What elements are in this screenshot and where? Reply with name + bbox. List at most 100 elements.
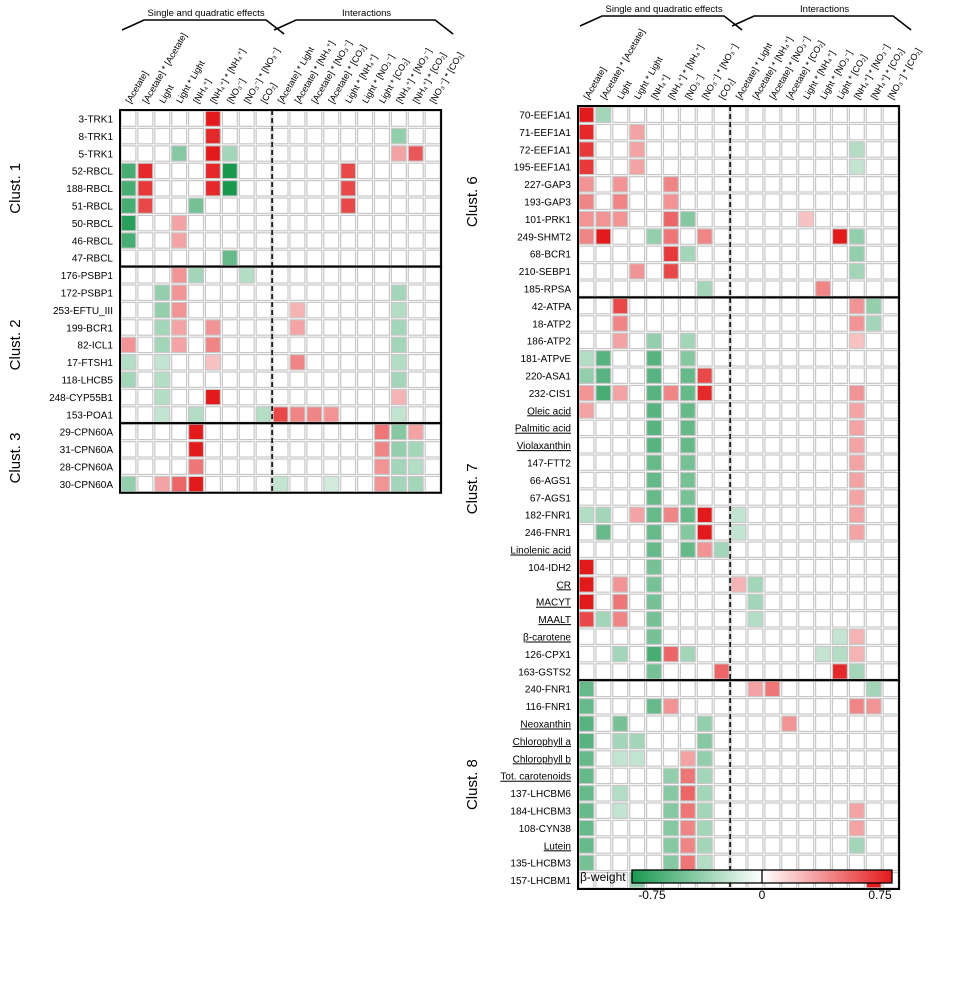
heatmap-cell — [629, 541, 646, 558]
heatmap-cell — [373, 423, 390, 441]
heatmap-cell — [306, 423, 323, 441]
heatmap-cell — [221, 475, 238, 493]
heatmap-cell — [679, 471, 696, 489]
heatmap-cell — [764, 576, 781, 593]
heatmap-cell — [730, 489, 747, 506]
heatmap-cell — [390, 441, 407, 458]
panel-1: Single and quadratic effects Interactions… — [7, 8, 465, 494]
heatmap-cell — [612, 471, 629, 489]
heatmap-cell — [612, 245, 629, 263]
heatmap-cell — [882, 245, 899, 263]
heatmap-cell — [629, 228, 646, 245]
heatmap-cell — [662, 715, 679, 732]
heatmap-cell — [424, 249, 441, 267]
heatmap-cell — [882, 558, 899, 576]
heatmap-cell — [188, 336, 205, 354]
heatmap-cell — [578, 471, 595, 489]
heatmap-cell — [679, 523, 696, 541]
row-label: 163-GSTS2 — [518, 667, 571, 678]
heatmap-cell — [629, 123, 646, 141]
heatmap-cell — [882, 228, 899, 245]
heatmap-cell — [764, 419, 781, 437]
heatmap-cell — [154, 354, 171, 371]
heatmap-cell — [612, 750, 629, 767]
heatmap-cell — [848, 837, 865, 854]
heatmap-cell — [848, 402, 865, 419]
heatmap-cell — [865, 141, 882, 158]
heatmap-cell — [730, 384, 747, 402]
heatmap-cell — [645, 454, 663, 471]
heatmap-cell — [578, 697, 595, 715]
heatmap-cell — [662, 854, 679, 872]
heatmap-cell — [629, 158, 646, 176]
heatmap-cell — [645, 193, 663, 210]
heatmap-cell — [154, 441, 171, 458]
row-label: MACYT — [536, 598, 571, 609]
row-label: Lutein — [544, 841, 571, 852]
heatmap-cell — [595, 367, 612, 384]
heatmap-cell — [612, 610, 629, 628]
heatmap-cell — [764, 767, 781, 785]
heatmap-cell — [629, 245, 646, 263]
heatmap-cell — [764, 558, 781, 576]
heatmap-cell — [612, 176, 629, 193]
heatmap-cell — [814, 541, 832, 558]
heatmap-cell — [645, 802, 663, 819]
heatmap-cell — [645, 384, 663, 402]
heatmap-cell — [781, 419, 798, 437]
heatmap-cell — [578, 332, 595, 350]
heatmap-cell — [882, 784, 899, 802]
heatmap-cell — [171, 371, 188, 388]
heatmap-cell — [696, 489, 713, 506]
heatmap-cell — [781, 802, 798, 819]
row-label: 220-ASA1 — [525, 372, 571, 383]
heatmap-cell — [679, 506, 696, 524]
heatmap-cell — [747, 697, 764, 715]
row-label: 227-GAP3 — [524, 180, 571, 191]
heatmap-cell — [798, 819, 815, 837]
heatmap-cell — [798, 384, 815, 402]
heatmap-cell — [323, 214, 340, 232]
heatmap-cell — [781, 315, 798, 332]
heatmap-cell — [814, 663, 832, 680]
heatmap-cell — [595, 350, 612, 367]
heatmap-cell — [238, 336, 255, 354]
heatmap-cell — [696, 350, 713, 367]
heatmap-cell — [662, 489, 679, 506]
heatmap-cell — [188, 232, 205, 249]
heatmap-cell — [781, 402, 798, 419]
cluster-label: Clust. 1 — [7, 163, 24, 214]
heatmap-cell — [272, 336, 289, 354]
heatmap-cell — [323, 319, 340, 336]
heatmap-cell — [781, 437, 798, 454]
heatmap-cell — [814, 419, 832, 437]
heatmap-cell — [612, 680, 629, 698]
heatmap-cell — [781, 541, 798, 558]
heatmap-cell — [373, 232, 390, 249]
heatmap-cell — [595, 837, 612, 854]
heatmap-cell — [204, 441, 221, 458]
heatmap-cell — [204, 319, 221, 336]
heatmap-cell — [831, 697, 848, 715]
heatmap-cell — [612, 523, 629, 541]
heatmap-cell — [373, 162, 390, 180]
heatmap-cell — [747, 297, 764, 315]
heatmap-cell — [831, 610, 848, 628]
heatmap-cell — [662, 437, 679, 454]
heatmap-cell — [357, 180, 374, 197]
heatmap-cell — [171, 180, 188, 197]
heatmap-cell — [612, 784, 629, 802]
heatmap-cell — [865, 576, 882, 593]
heatmap-cell — [629, 176, 646, 193]
heatmap-cell — [865, 106, 882, 123]
heatmap-cell — [713, 176, 730, 193]
heatmap-cell — [373, 284, 390, 301]
heatmap-cell — [814, 245, 832, 263]
heatmap-cell — [578, 854, 595, 872]
heatmap-cell — [848, 645, 865, 663]
heatmap-cell — [595, 402, 612, 419]
heatmap-cell — [781, 593, 798, 611]
heatmap-cell — [238, 371, 255, 388]
heatmap-cell — [645, 697, 663, 715]
heatmap-cell — [764, 628, 781, 645]
